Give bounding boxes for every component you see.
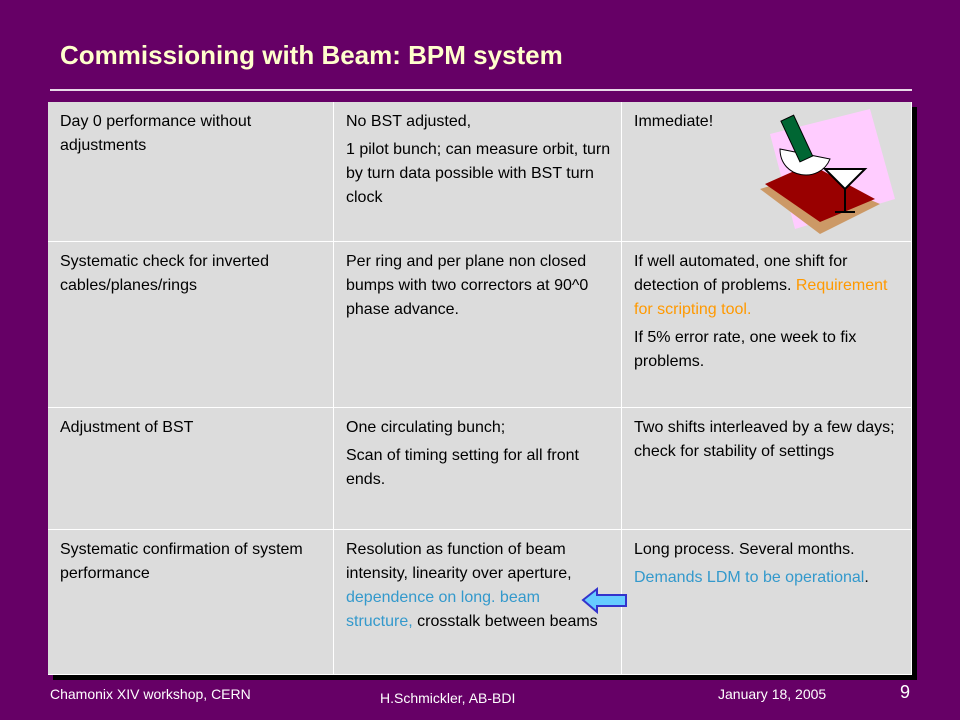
text-run: Resolution as function of beam intensity… bbox=[346, 541, 572, 582]
table-cell: Resolution as function of beam intensity… bbox=[334, 530, 622, 675]
text-run: Systematic check for inverted cables/pla… bbox=[60, 253, 269, 294]
table: Day 0 performance without adjustments No … bbox=[48, 102, 912, 675]
text-run: If 5% error rate, one week to fix proble… bbox=[634, 329, 857, 370]
title: Commissioning with Beam: BPM system bbox=[60, 40, 563, 70]
paragraph: Systematic confirmation of system perfor… bbox=[60, 538, 323, 586]
text-run: Long process. Several months. bbox=[634, 541, 855, 558]
table-cell: Immediate! bbox=[622, 102, 912, 242]
paragraph: Immediate! bbox=[634, 110, 901, 134]
text-run: Systematic confirmation of system perfor… bbox=[60, 541, 303, 582]
title-rule bbox=[50, 89, 912, 91]
footer-right: January 18, 2005 bbox=[718, 686, 827, 702]
table-cell: Long process. Several months. Demands LDM… bbox=[622, 530, 912, 675]
paragraph: No BST adjusted, bbox=[346, 110, 611, 134]
text-run: Day 0 performance without adjustments bbox=[60, 113, 252, 154]
paragraph: If 5% error rate, one week to fix proble… bbox=[634, 326, 901, 374]
paragraph: One circulating bunch; bbox=[346, 416, 611, 440]
paragraph: Per ring and per plane non closed bumps … bbox=[346, 250, 611, 322]
arrow bbox=[581, 586, 627, 615]
table-cell: Adjustment of BST bbox=[48, 408, 334, 530]
text-run: Scan of timing setting for all front end… bbox=[346, 447, 579, 488]
paragraph: Resolution as function of beam intensity… bbox=[346, 538, 611, 634]
paragraph: Systematic check for inverted cables/pla… bbox=[60, 250, 323, 298]
paragraph: 1 pilot bunch; can measure orbit, turn b… bbox=[346, 138, 611, 210]
text-run: Per ring and per plane non closed bumps … bbox=[346, 253, 589, 318]
text-run: 1 pilot bunch; can measure orbit, turn b… bbox=[346, 141, 611, 206]
text-run: No BST adjusted, bbox=[346, 113, 472, 130]
table-cell: If well automated, one shift for detecti… bbox=[622, 242, 912, 408]
page-number: 9 bbox=[900, 682, 911, 702]
text-run: If well automated, one shift for detecti… bbox=[634, 253, 848, 294]
table-cell: Per ring and per plane non closed bumps … bbox=[334, 242, 622, 408]
text-run: Requirement for scripting tool. bbox=[634, 277, 888, 318]
table-cell: No BST adjusted, 1 pilot bunch; can measu… bbox=[334, 102, 622, 242]
clipart bbox=[760, 109, 895, 234]
footer-left: Chamonix XIV workshop, CERN bbox=[50, 686, 251, 702]
paragraph: Demands LDM to be operational. bbox=[634, 566, 901, 590]
text-run: Immediate! bbox=[634, 113, 714, 130]
paragraph: Scan of timing setting for all front end… bbox=[346, 444, 611, 492]
text-run: Adjustment of BST bbox=[60, 419, 194, 436]
table-cell: One circulating bunch; Scan of timing set… bbox=[334, 408, 622, 530]
text-run: Two shifts interleaved by a few days; ch… bbox=[634, 419, 895, 460]
paragraph: Two shifts interleaved by a few days; ch… bbox=[634, 416, 901, 464]
table-cell: Systematic confirmation of system perfor… bbox=[48, 530, 334, 675]
footer-center: H.Schmickler, AB-BDI bbox=[380, 690, 516, 706]
text-run: . bbox=[864, 569, 869, 586]
table-cell: Two shifts interleaved by a few days; ch… bbox=[622, 408, 912, 530]
table-cell: Systematic check for inverted cables/pla… bbox=[48, 242, 334, 408]
text-run: Demands LDM to be operational bbox=[634, 569, 865, 586]
table-cell: Day 0 performance without adjustments bbox=[48, 102, 334, 242]
paragraph: Long process. Several months. bbox=[634, 538, 901, 562]
paragraph: If well automated, one shift for detecti… bbox=[634, 250, 901, 322]
text-run: One circulating bunch; bbox=[346, 419, 506, 436]
paragraph: Adjustment of BST bbox=[60, 416, 323, 440]
text-run: dependence on long. beam structure, bbox=[346, 589, 540, 630]
paragraph: Day 0 performance without adjustments bbox=[60, 110, 323, 158]
text-run: crosstalk between beams bbox=[412, 613, 598, 630]
